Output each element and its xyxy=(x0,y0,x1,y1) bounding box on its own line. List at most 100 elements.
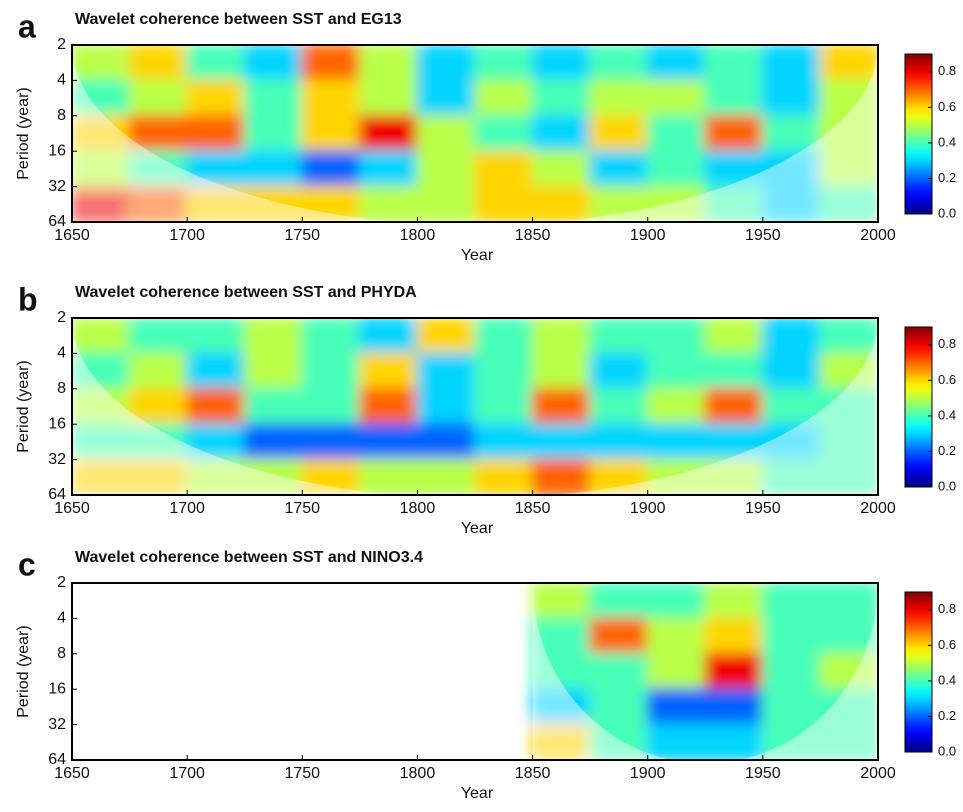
x-tick-label: 1800 xyxy=(400,500,436,517)
cell xyxy=(416,318,476,355)
cell xyxy=(243,45,304,82)
cell xyxy=(301,185,361,222)
cell xyxy=(531,652,592,691)
cell xyxy=(186,387,246,426)
x-tick-label: 2000 xyxy=(860,765,896,782)
cell xyxy=(531,458,592,495)
cell xyxy=(128,45,189,82)
y-tick-label: 4 xyxy=(57,345,66,362)
x-tick-label: 1900 xyxy=(630,500,666,517)
cell xyxy=(589,617,649,655)
cell xyxy=(531,688,592,726)
cell xyxy=(416,423,476,461)
y-tick-label: 8 xyxy=(57,380,66,397)
cell xyxy=(819,150,878,188)
cell xyxy=(646,723,707,760)
heatmap xyxy=(72,318,878,495)
y-axis-label: Period (year) xyxy=(15,625,32,717)
cell xyxy=(704,185,764,222)
x-axis-label: Year xyxy=(461,520,494,537)
cell xyxy=(589,185,649,222)
cell xyxy=(761,387,822,426)
x-axis-label: Year xyxy=(461,247,494,264)
cell xyxy=(301,387,361,426)
cell xyxy=(416,79,476,117)
cell xyxy=(474,387,534,426)
colorbar-tick-label: 0.0 xyxy=(938,205,956,220)
plot-frame xyxy=(71,317,879,496)
cell xyxy=(819,387,878,426)
cell xyxy=(72,352,131,390)
cell xyxy=(416,458,476,495)
cell xyxy=(761,45,822,82)
y-axis-label: Period (year) xyxy=(15,360,32,452)
heatmap xyxy=(531,583,878,760)
y-tick-label: 8 xyxy=(57,107,66,124)
cell xyxy=(128,114,189,153)
cell xyxy=(474,150,534,188)
cell xyxy=(531,318,592,355)
colorbar-tick-label: 0.0 xyxy=(938,743,956,758)
cell xyxy=(589,318,649,355)
panel-title: Wavelet coherence between SST and NINO3.… xyxy=(75,549,423,566)
cell xyxy=(589,352,649,390)
cell xyxy=(186,150,246,188)
x-tick-label: 1700 xyxy=(169,765,205,782)
y-tick-label: 16 xyxy=(48,142,66,159)
cell xyxy=(301,352,361,390)
y-tick-label: 2 xyxy=(57,309,66,326)
cell xyxy=(646,185,707,222)
cell xyxy=(416,185,476,222)
cell xyxy=(531,150,592,188)
cell xyxy=(72,79,131,117)
panel-label: a xyxy=(18,8,36,44)
x-tick-label: 1950 xyxy=(745,765,781,782)
colorbar xyxy=(904,53,933,215)
plot-frame xyxy=(71,44,879,223)
cell xyxy=(761,458,822,495)
cell xyxy=(301,458,361,495)
cell xyxy=(128,352,189,390)
cell xyxy=(819,318,878,355)
cell xyxy=(761,318,822,355)
cell xyxy=(646,688,707,726)
cell xyxy=(819,458,878,495)
cell xyxy=(186,423,246,461)
cell xyxy=(474,458,534,495)
cell xyxy=(358,458,419,495)
x-tick-label: 1700 xyxy=(169,227,205,244)
x-tick-label: 1950 xyxy=(745,227,781,244)
cell xyxy=(761,583,822,620)
cell xyxy=(704,423,764,461)
cell xyxy=(819,688,878,726)
cell xyxy=(72,114,131,153)
cell xyxy=(646,423,707,461)
panel-label: b xyxy=(18,281,38,317)
cell xyxy=(128,150,189,188)
cell xyxy=(186,318,246,355)
colorbar-tick-label: 0.2 xyxy=(938,443,956,458)
colorbar-tick-label: 0.4 xyxy=(938,672,956,687)
cell xyxy=(646,150,707,188)
x-tick-label: 1850 xyxy=(515,765,551,782)
y-axis-label: Period (year) xyxy=(15,87,32,179)
cell xyxy=(646,318,707,355)
colorbar-tick-label: 0.2 xyxy=(938,708,956,723)
cell xyxy=(358,114,419,153)
heatmap xyxy=(72,45,878,222)
cell xyxy=(531,114,592,153)
x-tick-label: 1750 xyxy=(284,500,320,517)
cell xyxy=(128,185,189,222)
cell xyxy=(589,723,649,760)
cell xyxy=(474,352,534,390)
cell xyxy=(474,318,534,355)
heatmap-cells xyxy=(531,583,878,760)
cell xyxy=(243,423,304,461)
colorbar-tick-label: 0.6 xyxy=(938,99,956,114)
y-tick-label: 64 xyxy=(48,213,66,230)
cell xyxy=(243,387,304,426)
cell xyxy=(474,423,534,461)
cell xyxy=(704,45,764,82)
x-tick-label: 1800 xyxy=(400,227,436,244)
x-tick-label: 1900 xyxy=(630,765,666,782)
